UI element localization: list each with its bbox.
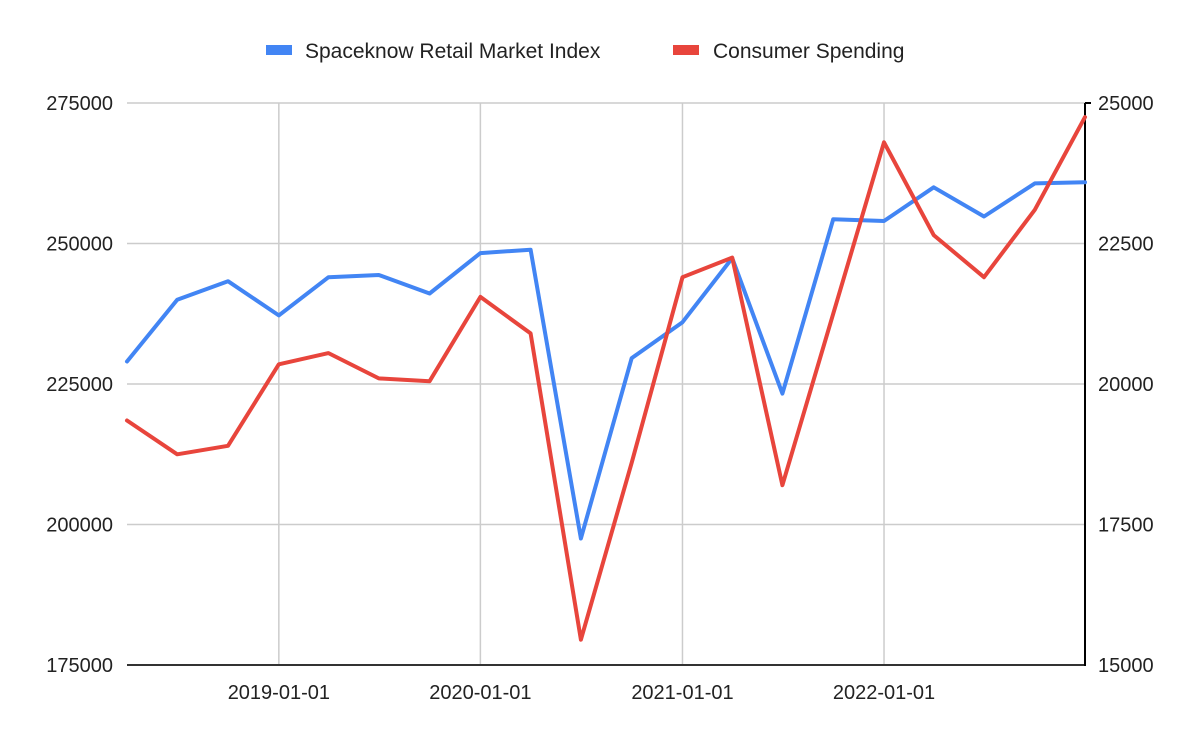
x-tick-label: 2020-01-01 — [429, 682, 531, 704]
legend-label-consumer-spending: Consumer Spending — [713, 40, 904, 63]
legend: Spaceknow Retail Market Index Consumer S… — [266, 40, 904, 63]
legend-swatch-spaceknow — [266, 45, 292, 55]
tick-labels: 175000 200000 225000 250000 275000 15000 17500… — [46, 93, 1153, 704]
x-tick-label: 2022-01-01 — [833, 682, 935, 704]
series-line-consumer-spending — [125, 115, 1087, 642]
x-tick-label: 2019-01-01 — [228, 682, 330, 704]
y-right-tick-label: 22500 — [1098, 234, 1154, 256]
y-left-tick-label: 250000 — [46, 234, 113, 256]
y-left-tick-label: 225000 — [46, 374, 113, 396]
y-left-tick-label: 200000 — [46, 515, 113, 537]
x-tick-label: 2021-01-01 — [631, 682, 733, 704]
y-right-tick-label: 15000 — [1098, 655, 1154, 677]
series-lines — [125, 115, 1087, 642]
y-left-tick-label: 275000 — [46, 93, 113, 115]
axes — [127, 102, 1091, 666]
legend-swatch-consumer-spending — [673, 45, 699, 55]
y-right-tick-label: 20000 — [1098, 374, 1154, 396]
y-left-tick-label: 175000 — [46, 655, 113, 677]
legend-label-spaceknow: Spaceknow Retail Market Index — [305, 40, 601, 63]
y-right-tick-label: 17500 — [1098, 515, 1154, 537]
y-right-tick-label: 25000 — [1098, 93, 1154, 115]
series-line-spaceknow — [125, 180, 1087, 541]
gridlines — [127, 102, 1085, 665]
